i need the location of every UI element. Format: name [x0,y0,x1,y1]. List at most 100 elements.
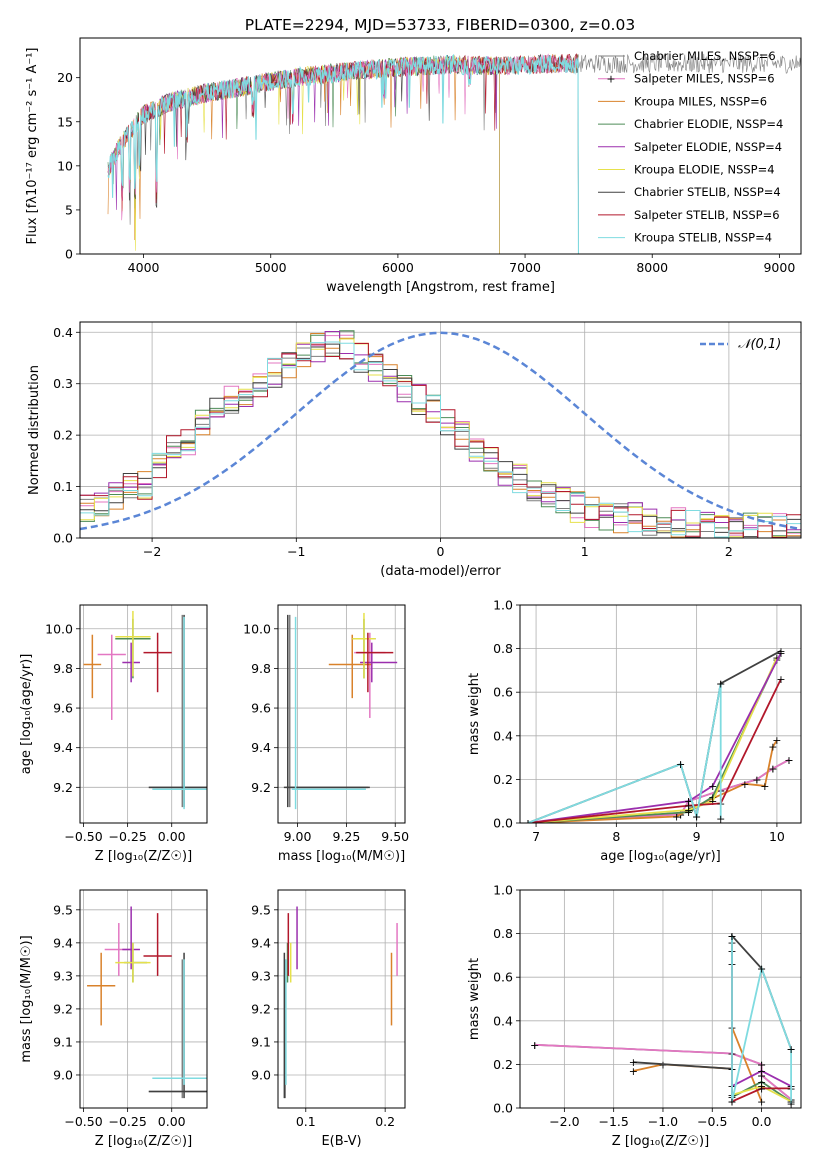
y-tick-label: 0.8 [493,926,513,941]
x-axis-label: Z [log₁₀(Z/Z☉)] [95,1134,192,1149]
x-tick-label: 0.0 [752,1114,772,1129]
weight-marker: + [768,763,777,776]
x-axis-label: E(B-V) [321,1134,361,1149]
weight-marker: + [757,1080,766,1093]
y-tick-label: 0.6 [493,685,513,700]
x-tick-label: −0.25 [108,829,146,844]
y-tick-label: 10.0 [45,621,73,636]
weight-marker: + [692,810,701,823]
weight-marker: + [676,758,685,771]
weight-marker: + [684,800,693,813]
legend-label: Chabrier STELIB, NSSP=4 [634,185,781,199]
x-tick-label: 10 [769,829,785,844]
y-tick-label: 1.0 [493,598,513,613]
weight-marker: + [757,1069,766,1082]
weight-marker: + [772,734,781,747]
y-tick-label: 9.2 [251,1001,271,1016]
y-tick-label: 5 [65,202,73,217]
x-tick-label: 0.00 [158,1114,186,1129]
x-axis-label: Z [log₁₀(Z/Z☉)] [612,1134,709,1149]
weight-series-line [731,935,792,1104]
weight-marker: + [523,817,532,830]
histogram-series [80,343,801,538]
weight-series-line [527,650,782,823]
y-tick-label: 9.2 [53,1001,73,1016]
weight-marker: + [523,817,532,830]
x-tick-label: 5000 [255,260,287,275]
mass-vs-Z-errorbars [87,906,207,1099]
x-tick-label: 4000 [128,260,160,275]
x-axis-label: (data-model)/error [380,564,501,579]
legend-label: Salpeter STELIB, NSSP=6 [634,208,780,222]
mass-vs-Z-axes: −0.50 −0.25 0.00 9.0 9.1 9.2 9.3 9.4 9.5 Z [log₁₀… [19,890,207,1149]
age-vs-Z-frame [79,604,208,824]
weight-marker: + [708,791,717,804]
mass-vs-ebv-errorbars [283,906,398,1099]
x-tick-label: 1 [581,544,589,559]
y-tick-label: 9.5 [251,902,271,917]
y-tick-label: 9.2 [251,780,271,795]
weight-marker: + [772,651,781,664]
y-tick-label: 9.6 [251,701,271,716]
y-tick-label: 0.2 [493,1057,513,1072]
y-axis-label: Normed distribution [27,365,42,495]
weight-marker: + [708,780,717,793]
x-tick-label: 0.00 [158,829,186,844]
y-tick-label: 9.1 [53,1034,73,1049]
weight-marker: + [757,1082,766,1095]
y-tick-label: 10 [57,158,73,173]
legend-label: Salpeter MILES, NSSP=6 [634,72,775,86]
y-tick-label: 0 [65,247,73,262]
legend-label: Kroupa MILES, NSSP=6 [634,94,767,108]
y-tick-label: 0.4 [53,325,73,340]
y-tick-label: 1.0 [493,883,513,898]
weight-marker: + [716,813,725,826]
legend-label: Kroupa STELIB, NSSP=4 [634,231,772,245]
y-tick-label: 9.8 [53,661,73,676]
x-tick-label: 2 [725,544,733,559]
spectrum-lines [107,52,801,254]
weight-marker: + [757,1095,766,1108]
legend-label: 𝒩(0,1) [738,337,781,352]
x-tick-label: 6000 [382,260,414,275]
x-tick-label: −2 [143,544,161,559]
residual-legend: 𝒩(0,1) [700,337,781,352]
spectrum-series-line [107,55,500,254]
weight-series-line [527,652,782,823]
y-tick-label: 0.2 [53,428,73,443]
weight-marker: + [523,817,532,830]
spectrum-frame [79,37,802,255]
y-tick-label: 0.0 [53,531,73,546]
x-tick-label: 7 [532,829,540,844]
x-axis-label: age [log₁₀(age/yr)] [600,849,721,864]
x-axis-label: Z [log₁₀(Z/Z☉)] [95,849,192,864]
x-tick-label: 9.00 [284,829,312,844]
x-tick-label: −0.5 [697,1114,727,1129]
x-tick-label: 8 [612,829,620,844]
weight-series-line [527,739,778,823]
weight-marker: + [523,817,532,830]
legend-label: Chabrier ELODIE, NSSP=4 [634,117,783,131]
y-axis-label: Flux [fλ10⁻¹⁷ erg cm⁻² s⁻¹ A⁻¹] [25,48,40,245]
y-tick-label: 0.3 [53,376,73,391]
x-tick-label: 0 [437,544,445,559]
x-tick-label: −1.0 [648,1114,678,1129]
weight-marker: + [760,780,769,793]
weight-marker: + [727,1095,736,1108]
age-vs-mass-frame [277,604,406,824]
x-tick-label: 0.1 [296,1114,316,1129]
weight-marker: + [727,1095,736,1108]
weight-marker: + [708,795,717,808]
y-tick-label: 0.4 [493,1013,513,1028]
age-vs-Z-axes: −0.50 −0.25 0.00 9.2 9.4 9.6 9.8 10.0 Z [log₁₀(Z… [19,605,207,864]
y-tick-label: 9.4 [53,740,73,755]
x-tick-label: 9000 [763,260,795,275]
y-tick-label: 9.0 [53,1067,73,1082]
y-tick-label: 9.1 [251,1034,271,1049]
y-axis-label: age [log₁₀(age/yr)] [19,654,34,775]
y-tick-label: 9.4 [251,740,271,755]
weight-vs-Z-lines: ++++++++++++ +++++++++++++++++++++++ +++++… [530,930,796,1108]
x-tick-label: −2.0 [549,1114,579,1129]
weight-marker: + [523,817,532,830]
histogram-series [80,338,801,538]
